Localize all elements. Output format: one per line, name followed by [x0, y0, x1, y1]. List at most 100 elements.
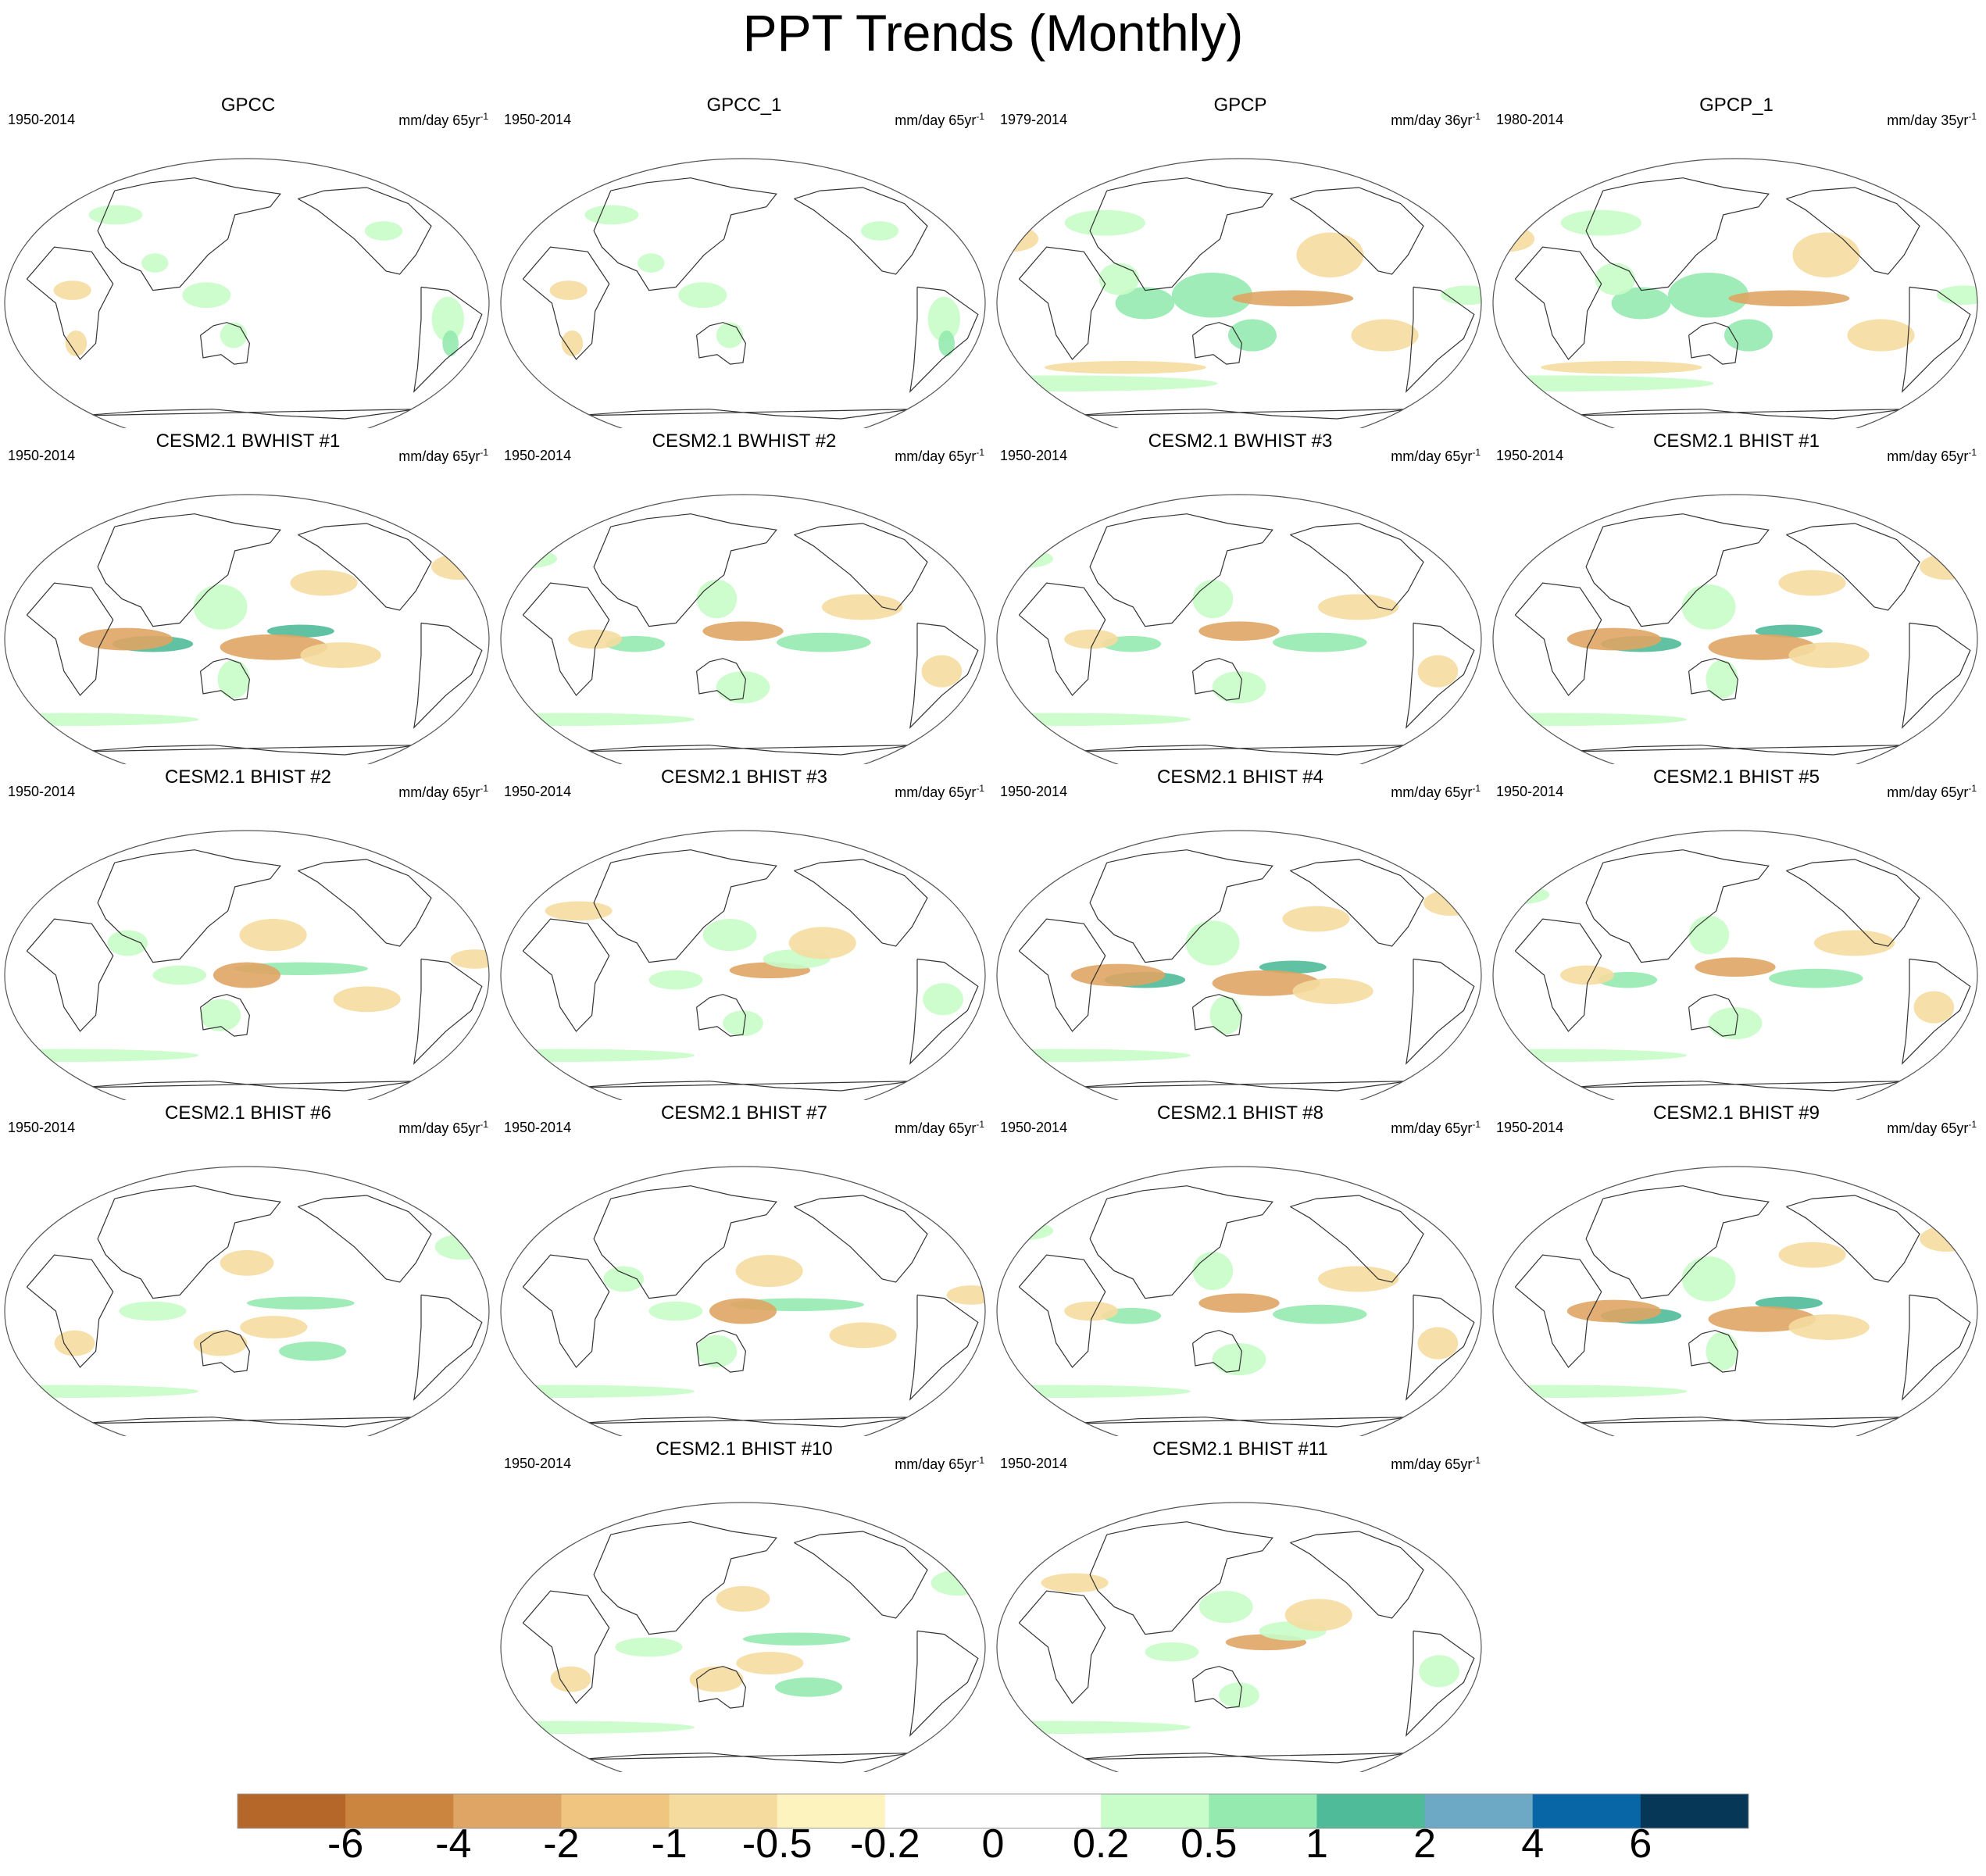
coastline-africa: [26, 582, 114, 696]
panel-units: mm/day 65yr-1: [895, 1119, 984, 1136]
map-plot: [500, 1166, 986, 1436]
coastline-south-america: [413, 958, 483, 1065]
colorbar-tick-label: 0.5: [1181, 1821, 1238, 1867]
coastline-australia: [200, 994, 251, 1037]
trend-anomaly-blob: [1098, 263, 1140, 295]
panel-units: mm/day 65yr-1: [1391, 447, 1481, 464]
coastline-north-america: [1290, 859, 1424, 947]
coastline-south-america: [909, 286, 979, 393]
trend-anomaly-blob: [997, 1049, 1191, 1062]
trend-anomaly-blob: [788, 927, 856, 959]
panel-title: CESM2.1 BHIST #5: [1653, 766, 1820, 788]
trend-anomaly-blob: [1920, 1226, 1973, 1252]
panel-title: CESM2.1 BHIST #11: [1152, 1438, 1328, 1460]
map-plot: [1492, 158, 1978, 428]
trend-anomaly-blob: [1070, 963, 1166, 987]
trend-anomaly-blob: [501, 1721, 695, 1734]
trend-anomaly-blob: [1296, 232, 1364, 278]
coastline-africa: [1514, 918, 1602, 1032]
trend-anomaly-blob: [696, 1335, 738, 1367]
trend-anomaly-blob: [1273, 1304, 1367, 1324]
coastline-asia: [1089, 1185, 1273, 1299]
panel-units: mm/day 65yr-1: [895, 783, 984, 800]
map-plot: [1492, 1166, 1978, 1436]
panel-title: CESM2.1 BHIST #8: [1157, 1102, 1323, 1124]
trend-anomaly-blob: [213, 962, 281, 988]
panel-title: GPCP_1: [1699, 95, 1773, 116]
colorbar-tick-label: -4: [435, 1821, 472, 1867]
map-panel: CESM2.1 BWHIST #1 1950-2014 mm/day 65yr-1: [0, 430, 496, 764]
trend-anomaly-blob: [200, 999, 241, 1031]
panel-units: mm/day 65yr-1: [1391, 1455, 1481, 1472]
trend-anomaly-blob: [1708, 1007, 1763, 1040]
coastline-australia: [1192, 994, 1243, 1037]
trend-anomaly-blob: [716, 1585, 770, 1612]
map-panel: CESM2.1 BHIST #6 1950-2014 mm/day 65yr-1: [0, 1102, 496, 1436]
coastline-north-america: [1290, 187, 1424, 275]
trend-anomaly-blob: [1419, 1655, 1459, 1688]
coastline-australia: [696, 322, 747, 365]
trend-anomaly-blob: [1064, 209, 1145, 236]
panel-title: GPCC_1: [706, 95, 782, 116]
trend-anomaly-blob: [1688, 915, 1730, 955]
colorbar-tick-label: 6: [1629, 1821, 1652, 1867]
panel-period: 1950-2014: [1000, 448, 1068, 463]
map-panel: CESM2.1 BHIST #8 1950-2014 mm/day 65yr-1: [992, 1102, 1488, 1436]
trend-anomaly-blob: [603, 1266, 645, 1292]
coastline-south-america: [1406, 286, 1475, 393]
coastline-asia: [1089, 177, 1273, 291]
map-frame: [1492, 1166, 1978, 1436]
coastline-asia: [593, 513, 777, 627]
map-plot: [4, 830, 490, 1100]
trend-anomaly-blob: [333, 986, 401, 1013]
map-frame: [1492, 158, 1978, 428]
trend-anomaly-blob: [1913, 991, 1955, 1024]
coastline-south-america: [909, 1294, 979, 1401]
map-panel: CESM2.1 BHIST #11 1950-2014 mm/day 65yr-1: [992, 1438, 1488, 1772]
coastline-south-america: [909, 1630, 979, 1737]
trend-anomaly-blob: [777, 632, 871, 652]
trend-anomaly-blob: [1284, 1599, 1352, 1631]
trend-anomaly-blob: [545, 901, 613, 921]
trend-anomaly-blob: [5, 713, 199, 726]
panel-period: 1950-2014: [8, 1120, 76, 1135]
trend-anomaly-blob: [723, 1010, 763, 1037]
panel-period: 1950-2014: [1000, 784, 1068, 799]
trend-anomaly-blob: [689, 1666, 744, 1692]
panel-units: mm/day 65yr-1: [398, 111, 488, 128]
colorbar-tick-label: -0.5: [741, 1821, 813, 1867]
coastline-africa: [522, 582, 610, 696]
coastline-australia: [1192, 322, 1243, 365]
coastline-australia: [696, 994, 747, 1037]
coastline-north-america: [794, 1531, 928, 1619]
coastline-australia: [1688, 322, 1739, 365]
coastline-africa: [1514, 582, 1602, 696]
trend-anomaly-blob: [1171, 272, 1253, 318]
coastline-asia: [1089, 513, 1273, 627]
coastline-africa: [1018, 582, 1106, 696]
trend-anomaly-blob: [648, 970, 703, 990]
trend-anomaly-blob: [1273, 632, 1367, 652]
trend-anomaly-blob: [938, 330, 955, 356]
trend-anomaly-blob: [1115, 287, 1175, 320]
coastline-north-america: [794, 523, 928, 611]
map-frame: [996, 1502, 1482, 1772]
coastline-north-america: [298, 859, 432, 947]
trend-anomaly-blob: [648, 1301, 703, 1321]
map-panel: CESM2.1 BWHIST #2 1950-2014 mm/day 65yr-1: [496, 430, 992, 764]
trend-anomaly-blob: [997, 1721, 1191, 1734]
map-frame: [4, 1166, 490, 1436]
trend-anomaly-blob: [240, 1316, 308, 1338]
trend-anomaly-blob: [501, 713, 695, 726]
trend-anomaly-blob: [1041, 1573, 1109, 1593]
panel-units: mm/day 36yr-1: [1391, 111, 1481, 128]
panel-units: mm/day 65yr-1: [895, 1455, 984, 1472]
map-panel: CESM2.1 BHIST #5 1950-2014 mm/day 65yr-1: [1488, 766, 1984, 1100]
trend-anomaly-blob: [1145, 1642, 1199, 1662]
trend-anomaly-blob: [702, 919, 757, 952]
coastline-north-america: [1786, 859, 1920, 947]
trend-anomaly-blob: [78, 627, 173, 651]
trend-anomaly-blob: [1755, 624, 1823, 638]
trend-anomaly-blob: [442, 330, 459, 356]
coastline-asia: [97, 1185, 281, 1299]
